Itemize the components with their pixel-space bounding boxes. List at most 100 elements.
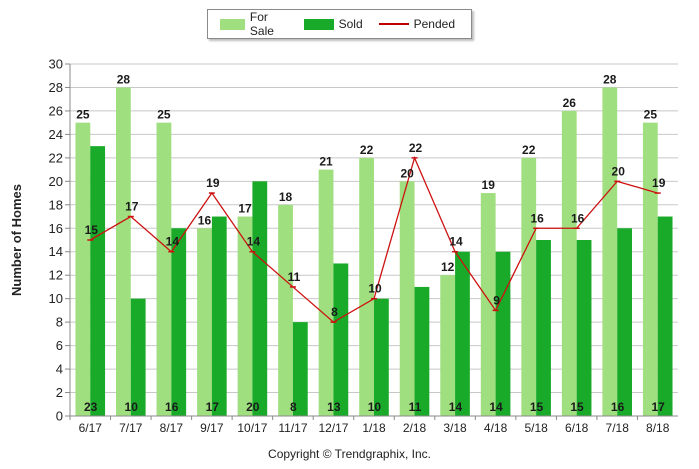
bar-for-sale [521, 157, 537, 416]
bar-for-sale [440, 275, 456, 416]
y-tick-label: 18 [49, 197, 63, 212]
label-sold: 14 [449, 400, 463, 414]
x-tick-label: 4/18 [484, 421, 508, 435]
y-axis-title: Number of Homes [9, 184, 24, 296]
label-for-sale: 26 [563, 96, 577, 110]
label-sold: 10 [368, 400, 382, 414]
label-sold: 10 [125, 400, 139, 414]
y-tick-label: 10 [49, 291, 63, 306]
y-tick-label: 8 [56, 315, 63, 330]
bar-sold [90, 146, 106, 416]
label-for-sale: 28 [117, 72, 131, 86]
copyright: Copyright © Trendgraphix, Inc. [268, 447, 431, 461]
label-sold: 14 [489, 400, 503, 414]
label-pended: 14 [449, 235, 463, 249]
for-sale-swatch [220, 18, 245, 30]
x-tick-label: 2/18 [403, 421, 427, 435]
label-for-sale: 25 [157, 108, 171, 122]
y-tick-label: 24 [49, 127, 63, 142]
label-pended: 15 [85, 223, 99, 237]
bar-for-sale [278, 204, 293, 416]
legend-label-sold: Sold [338, 17, 363, 31]
bar-for-sale [75, 122, 91, 417]
legend-label-pended: Pended [413, 17, 455, 31]
label-pended: 17 [125, 200, 139, 214]
x-tick-label: 9/17 [200, 421, 224, 435]
bars [75, 87, 673, 417]
pended-swatch [378, 23, 409, 25]
bar-for-sale [642, 122, 658, 417]
label-for-sale: 28 [603, 72, 617, 86]
legend-label-for-sale: For Sale [249, 10, 274, 38]
bar-for-sale [399, 181, 415, 416]
label-for-sale: 20 [400, 166, 414, 180]
label-pended: 19 [652, 176, 666, 190]
x-tick-label: 7/18 [606, 421, 630, 435]
label-sold: 11 [409, 400, 422, 414]
y-tick-label: 26 [49, 103, 63, 118]
label-pended: 14 [247, 235, 261, 249]
bar-sold [414, 286, 430, 416]
x-tick-label: 5/18 [524, 421, 548, 435]
bar-sold [171, 228, 187, 416]
bar-for-sale [480, 193, 496, 416]
label-sold: 8 [290, 400, 297, 414]
label-for-sale: 18 [279, 190, 293, 204]
label-sold: 17 [651, 400, 665, 414]
label-for-sale: 17 [238, 202, 252, 216]
y-tick-label: 20 [49, 174, 63, 189]
x-axis: 6/17 7/17 8/17 9/17 10/17 11/17 12/17 1/18 2/18 3… [69, 415, 678, 435]
label-sold: 23 [84, 400, 98, 414]
bar-sold [536, 240, 551, 416]
label-pended: 20 [612, 164, 626, 178]
bar-for-sale [197, 228, 212, 416]
x-tick-label: 3/18 [443, 421, 467, 435]
label-pended: 10 [368, 282, 382, 296]
data-labels: 25 23 28 10 25 16 16 17 17 20 18 8 21 13 22 10 20 11 12 14 1… [76, 72, 666, 414]
label-sold: 15 [530, 400, 544, 414]
bar-for-sale [156, 122, 172, 417]
bar-for-sale [116, 87, 131, 416]
label-sold: 16 [165, 400, 179, 414]
label-sold: 20 [246, 400, 260, 414]
bar-sold [292, 322, 308, 416]
bar-sold [657, 216, 673, 416]
bar-for-sale [237, 216, 253, 416]
x-tick-label: 6/18 [565, 421, 589, 435]
bar-sold [252, 181, 268, 416]
legend-item-pended: Pended [378, 17, 455, 31]
label-for-sale: 19 [482, 178, 496, 192]
y-tick-label: 30 [49, 57, 63, 72]
x-tick-label: 7/17 [119, 421, 143, 435]
x-tick-label: 12/17 [318, 421, 348, 435]
bar-for-sale [561, 110, 577, 416]
x-tick-label: 6/17 [79, 421, 103, 435]
label-pended: 16 [530, 211, 544, 225]
label-pended: 22 [409, 141, 423, 155]
label-for-sale: 22 [522, 143, 536, 157]
bar-for-sale [602, 87, 618, 416]
label-pended: 16 [571, 211, 585, 225]
label-pended: 8 [331, 305, 338, 319]
bar-sold [455, 251, 470, 416]
label-for-sale: 25 [644, 108, 658, 122]
y-tick-label: 12 [49, 268, 63, 283]
y-tick-label: 0 [56, 409, 63, 424]
sold-swatch [303, 18, 334, 30]
bar-for-sale [318, 169, 334, 416]
legend: For Sale Sold Pended [207, 9, 472, 39]
legend-item-for-sale: For Sale [220, 10, 288, 38]
y-tick-label: 14 [49, 244, 63, 259]
y-tick-label: 2 [56, 385, 63, 400]
label-sold: 15 [570, 400, 584, 414]
label-for-sale: 16 [198, 213, 212, 227]
label-sold: 16 [611, 400, 625, 414]
bar-sold [495, 251, 511, 416]
bar-sold [576, 240, 592, 416]
label-for-sale: 25 [76, 108, 90, 122]
y-tick-label: 22 [49, 150, 63, 165]
y-tick-label: 16 [49, 221, 63, 236]
legend-item-sold: Sold [303, 17, 363, 31]
